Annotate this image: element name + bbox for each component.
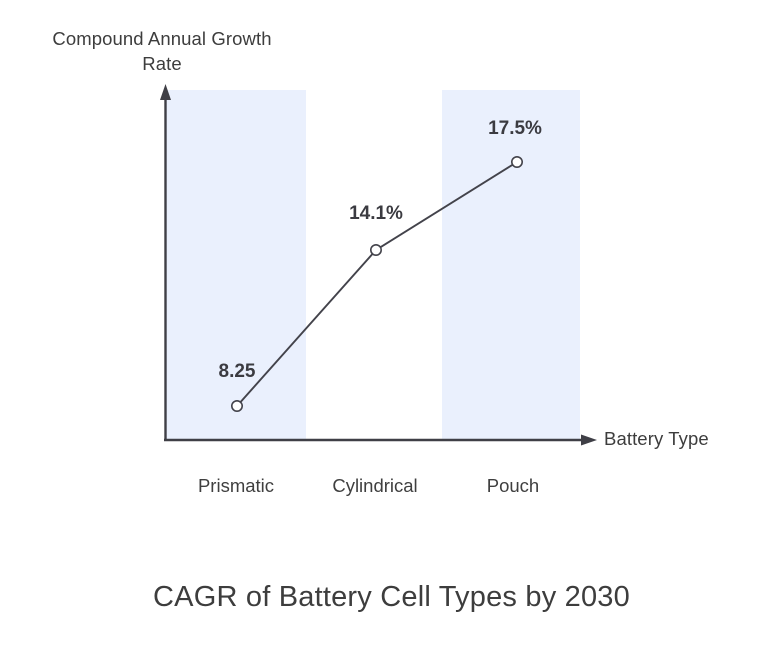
x-tick-label-prismatic: Prismatic: [197, 475, 275, 496]
data-point-marker[interactable]: [510, 156, 523, 169]
chart-title: CAGR of Battery Cell Types by 2030: [153, 581, 630, 613]
x-axis-title: Battery Type: [604, 428, 709, 449]
x-axis-arrowhead: [581, 434, 597, 446]
data-label-prismatic: 8.25: [218, 361, 256, 382]
x-tick-label-cylindrical: Cylindrical: [332, 475, 418, 496]
y-axis-arrowhead: [160, 84, 171, 100]
x-tick-label-pouch: Pouch: [486, 475, 540, 496]
y-axis-title: Compound Annual Growth Rate: [52, 28, 272, 74]
category-band-pouch: [442, 90, 580, 440]
data-point-marker[interactable]: [369, 244, 382, 257]
data-point-marker[interactable]: [231, 399, 244, 412]
category-band-prismatic: [166, 90, 306, 440]
data-label-cylindrical: 14.1%: [349, 203, 403, 224]
data-label-pouch: 17.5%: [488, 118, 542, 139]
